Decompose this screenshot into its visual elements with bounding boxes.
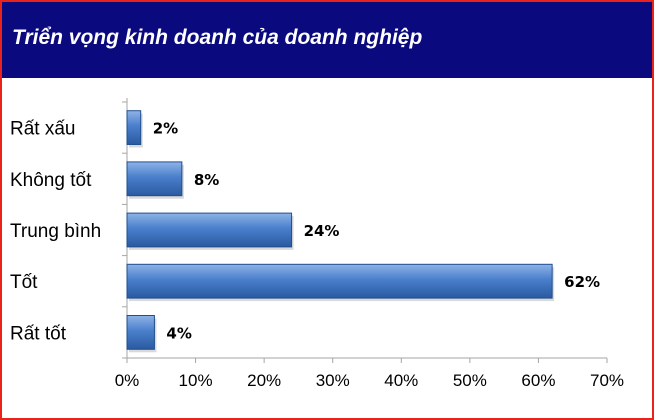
chart-title: Triển vọng kinh doanh của doanh nghiệp bbox=[12, 26, 423, 49]
x-tick-label: 40% bbox=[384, 371, 418, 390]
value-label: 8% bbox=[194, 171, 219, 189]
bar bbox=[126, 110, 142, 145]
x-tick-label: 20% bbox=[247, 371, 281, 390]
category-label: Trung bình bbox=[10, 221, 101, 242]
value-label: 62% bbox=[564, 273, 600, 291]
x-tick-label: 0% bbox=[115, 371, 140, 390]
category-label: Không tốt bbox=[10, 170, 92, 191]
bar bbox=[126, 315, 155, 350]
value-label: 24% bbox=[304, 222, 340, 240]
bar bbox=[126, 212, 293, 248]
bar bbox=[126, 161, 183, 197]
x-tick-label: 50% bbox=[453, 371, 487, 390]
plot-area: 0% 10% 20% 30% 40% 50% 60% 70% Rất xấu 2% Không tố… bbox=[2, 78, 652, 418]
bar-chart: 0% 10% 20% 30% 40% 50% 60% 70% Rất xấu 2% Không tố… bbox=[10, 98, 624, 390]
bar bbox=[126, 263, 553, 299]
x-tick-label: 60% bbox=[521, 371, 555, 390]
category-label: Rất xấu bbox=[10, 119, 75, 140]
category-label: Rất tốt bbox=[10, 323, 67, 344]
x-tick-label: 70% bbox=[590, 371, 624, 390]
value-label: 2% bbox=[153, 120, 178, 138]
category-label: Tốt bbox=[10, 272, 38, 293]
x-tick-label: 30% bbox=[316, 371, 350, 390]
x-tick-label: 10% bbox=[179, 371, 213, 390]
title-bar: Triển vọng kinh doanh của doanh nghiệp bbox=[2, 2, 652, 78]
value-label: 4% bbox=[166, 324, 191, 342]
